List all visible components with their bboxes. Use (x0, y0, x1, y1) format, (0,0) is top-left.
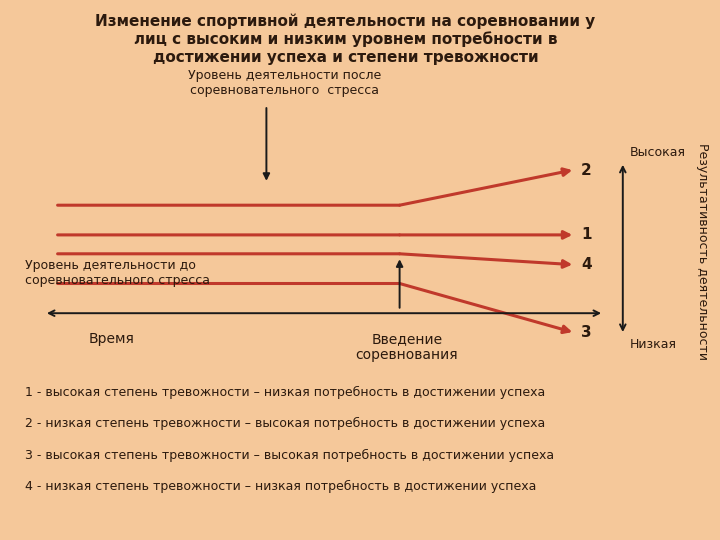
Text: Высокая: Высокая (630, 146, 686, 159)
Text: Изменение спортивной деятельности на соревновании у
лиц с высоким и низким уровн: Изменение спортивной деятельности на сор… (96, 14, 595, 65)
Text: Уровень деятельности после
соревновательного  стресса: Уровень деятельности после соревнователь… (188, 69, 381, 97)
Text: 2 - низкая степень тревожности – высокая потребность в достижении успеха: 2 - низкая степень тревожности – высокая… (25, 417, 546, 430)
Text: Введение
соревнования: Введение соревнования (356, 332, 458, 362)
Text: 3: 3 (581, 325, 592, 340)
Text: Низкая: Низкая (630, 338, 677, 350)
Text: 3 - высокая степень тревожности – высокая потребность в достижении успеха: 3 - высокая степень тревожности – высока… (25, 449, 554, 462)
Text: 1: 1 (581, 227, 592, 242)
Text: 4 - низкая степень тревожности – низкая потребность в достижении успеха: 4 - низкая степень тревожности – низкая … (25, 480, 536, 493)
Text: Время: Время (89, 332, 135, 346)
Text: Результативность деятельности: Результативность деятельности (696, 143, 708, 360)
Text: 1 - высокая степень тревожности – низкая потребность в достижении успеха: 1 - высокая степень тревожности – низкая… (25, 386, 546, 399)
Text: 2: 2 (581, 163, 592, 178)
Text: 4: 4 (581, 257, 592, 272)
Text: Уровень деятельности до
соревновательного стресса: Уровень деятельности до соревновательног… (25, 259, 210, 287)
